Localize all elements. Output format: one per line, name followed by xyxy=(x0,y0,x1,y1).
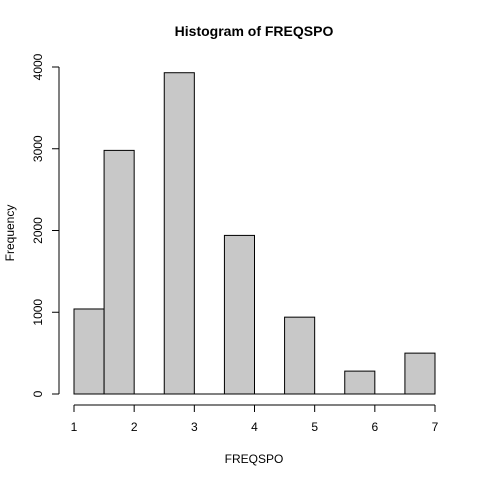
histogram-bar xyxy=(103,149,135,395)
chart-title: Histogram of FREQSPO xyxy=(175,23,334,39)
y-tick-label: 4000 xyxy=(31,53,45,80)
x-tick-label: 6 xyxy=(371,420,378,434)
x-tick-label: 4 xyxy=(251,420,258,434)
x-tick-label: 5 xyxy=(311,420,318,434)
y-tick-label: 2000 xyxy=(31,217,45,244)
x-tick-label: 7 xyxy=(432,420,439,434)
x-tick-label: 3 xyxy=(191,420,198,434)
x-axis-label: FREQSPO xyxy=(225,452,284,466)
histogram-bar xyxy=(344,370,376,395)
histogram-bar xyxy=(163,72,195,395)
y-axis: 0 1000 2000 3000 4000 xyxy=(31,53,60,397)
y-tick-label: 1000 xyxy=(31,299,45,326)
histogram-bar xyxy=(404,352,436,395)
x-axis: 1 2 3 4 5 6 7 xyxy=(71,404,439,434)
y-tick-label: 0 xyxy=(31,390,45,397)
x-tick-label: 2 xyxy=(131,420,138,434)
y-tick-label: 3000 xyxy=(31,135,45,162)
histogram-bar xyxy=(284,316,316,395)
y-axis-label: Frequency xyxy=(3,205,17,262)
histogram-bar xyxy=(223,234,256,395)
histogram-bar xyxy=(73,308,105,395)
bars-group xyxy=(73,72,436,395)
x-tick-label: 1 xyxy=(71,420,78,434)
